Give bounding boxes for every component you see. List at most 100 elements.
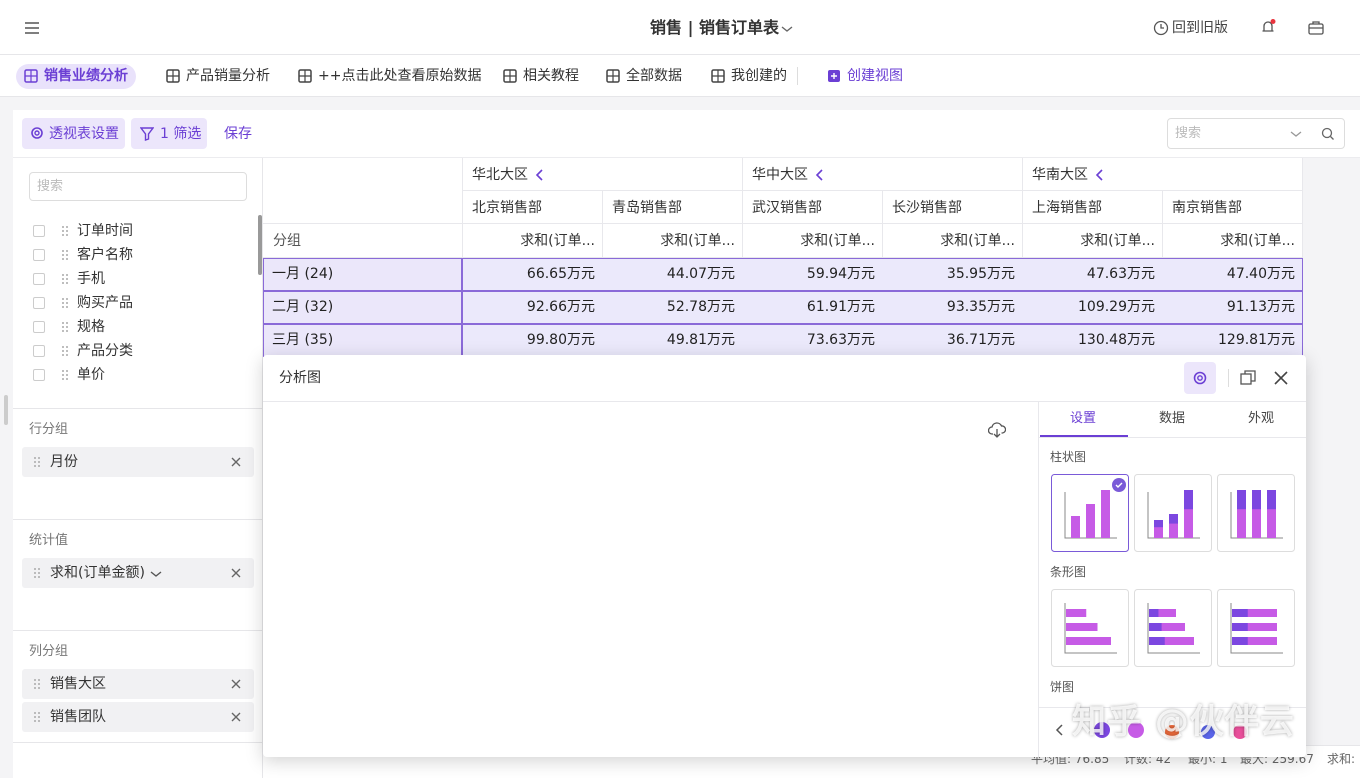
table-cell [463, 191, 603, 224]
group-item-label[interactable]: 销售团队 [50, 709, 106, 725]
remove-icon[interactable] [230, 711, 242, 723]
drag-handle [34, 457, 40, 467]
group-item[interactable] [22, 702, 254, 732]
tab-icon [828, 70, 840, 82]
group-item[interactable] [22, 558, 254, 588]
copy-icon[interactable] [1240, 370, 1256, 386]
tab-separator [797, 67, 798, 85]
field-name[interactable]: 手机 [77, 271, 105, 287]
field-name[interactable]: 客户名称 [77, 247, 133, 263]
data-value: 130.48万元 [1078, 332, 1155, 348]
save-btn[interactable]: 保存 [224, 126, 252, 142]
chart-type-thumb[interactable] [1134, 589, 1212, 667]
tab[interactable]: 相关教程 [523, 68, 579, 84]
chart-type-thumb[interactable] [1051, 589, 1129, 667]
field-name[interactable]: 产品分类 [77, 343, 133, 359]
section-title: 行分组 [29, 422, 69, 437]
side-tab[interactable]: 设置 [1069, 411, 1096, 426]
region-header: 华南大区 [1032, 167, 1088, 183]
table-cell [463, 224, 603, 258]
tab[interactable]: 全部数据 [626, 68, 682, 84]
group-item[interactable] [22, 669, 254, 699]
measure-header: 求和(订单... [1080, 233, 1155, 249]
row-label-cell [263, 291, 463, 324]
checkbox[interactable] [33, 273, 45, 285]
remove-icon[interactable] [230, 678, 242, 690]
checkbox[interactable] [33, 225, 45, 237]
data-cell [463, 324, 603, 357]
section-divider [13, 630, 263, 631]
tab[interactable]: ++点击此处查看原始数据 [318, 68, 482, 84]
field-search[interactable] [29, 172, 247, 201]
data-value: 93.35万元 [946, 299, 1015, 315]
page-title[interactable]: 销售 | 销售订单表 [650, 18, 779, 37]
table-cell [263, 158, 463, 224]
group-item-label[interactable]: 月份 [50, 454, 78, 470]
field-name[interactable]: 单价 [77, 367, 105, 383]
data-value: 99.80万元 [526, 332, 595, 348]
checkbox[interactable] [33, 369, 45, 381]
remove-icon[interactable] [230, 456, 242, 468]
briefcase-icon[interactable] [1308, 20, 1324, 36]
tab-icon [166, 69, 180, 83]
old-version-link[interactable]: 回到旧版 [1172, 20, 1228, 36]
close-icon[interactable] [1273, 370, 1289, 386]
tab[interactable]: 销售业绩分析 [44, 68, 128, 84]
table-cell [603, 224, 743, 258]
menu-icon[interactable] [24, 20, 40, 36]
checkbox[interactable] [33, 249, 45, 261]
chart-type-thumb[interactable] [1134, 474, 1212, 552]
pivot-settings-label[interactable]: 透视表设置 [49, 126, 119, 142]
checkbox[interactable] [33, 297, 45, 309]
data-cell [1023, 258, 1163, 291]
field-name[interactable]: 订单时间 [77, 223, 133, 239]
chart-type-thumb[interactable] [1217, 589, 1295, 667]
field-name[interactable]: 规格 [77, 319, 105, 335]
remove-icon[interactable] [230, 567, 242, 579]
tab[interactable]: 创建视图 [847, 68, 903, 84]
collapse-icon[interactable] [813, 168, 827, 182]
left-scrollbar [4, 395, 8, 425]
group-item[interactable] [22, 447, 254, 477]
side-tab[interactable]: 数据 [1158, 411, 1185, 426]
prev-icon[interactable] [1054, 724, 1066, 736]
chart-type-section: 柱状图 [1050, 450, 1087, 464]
data-value: 66.65万元 [526, 266, 595, 282]
data-value: 52.78万元 [666, 299, 735, 315]
field-name[interactable]: 购买产品 [77, 295, 133, 311]
data-cell [1023, 291, 1163, 324]
chart-type-thumb[interactable] [1217, 474, 1295, 552]
bell-icon[interactable] [1260, 19, 1276, 35]
team-header: 长沙销售部 [892, 200, 962, 216]
side-tabs-divider [1039, 437, 1306, 438]
data-value: 91.13万元 [1226, 299, 1295, 315]
dialog-header-divider [263, 401, 1306, 402]
data-value: 129.81万元 [1218, 332, 1295, 348]
search-box[interactable] [1167, 118, 1345, 149]
data-value: 36.71万元 [946, 332, 1015, 348]
filter-btn[interactable] [131, 118, 207, 149]
collapse-icon[interactable] [1093, 168, 1107, 182]
data-value: 49.81万元 [666, 332, 735, 348]
group-item-label[interactable]: 求和(订单金额) [50, 565, 145, 581]
watermark: 知乎 @伙伴云 [1072, 702, 1295, 742]
settings-btn[interactable] [1184, 362, 1216, 394]
table-cell [603, 191, 743, 224]
chart-type-thumb[interactable] [1051, 474, 1129, 552]
data-value: 59.94万元 [806, 266, 875, 282]
filter-label[interactable]: 1 筛选 [160, 126, 202, 142]
chevron-down[interactable] [148, 566, 164, 582]
side-tab[interactable]: 外观 [1247, 411, 1274, 426]
group-item-label[interactable]: 销售大区 [50, 676, 106, 692]
gear-icon [1193, 371, 1207, 385]
drag-handle [62, 298, 68, 308]
data-cell [883, 258, 1023, 291]
collapse-icon[interactable] [533, 168, 547, 182]
checkbox[interactable] [33, 321, 45, 333]
download-icon[interactable] [988, 421, 1006, 439]
table-cell [1023, 158, 1303, 191]
tab[interactable]: 我创建的 [731, 68, 787, 84]
checkbox[interactable] [33, 345, 45, 357]
tab[interactable]: 产品销量分析 [186, 68, 270, 84]
